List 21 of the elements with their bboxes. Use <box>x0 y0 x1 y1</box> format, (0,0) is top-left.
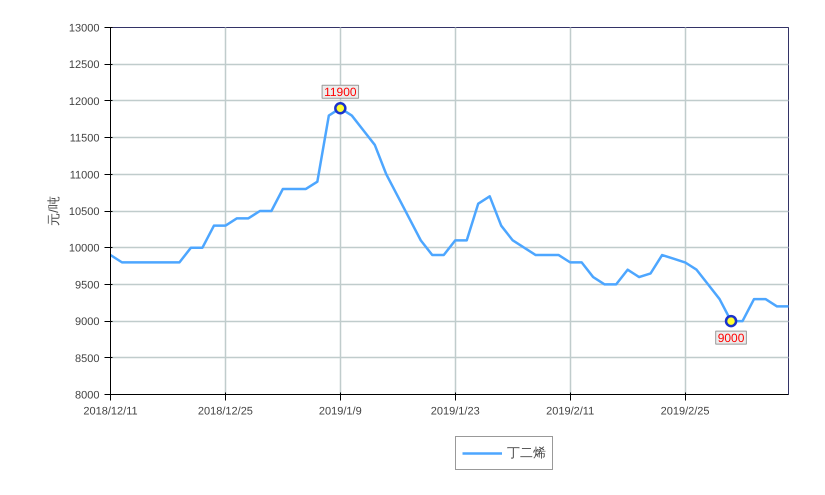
data-label: 9000 <box>718 331 745 346</box>
y-tick-label: 9000 <box>75 316 100 328</box>
y-tick-label: 10000 <box>68 242 100 255</box>
x-tick-label: 2019/2/11 <box>546 406 594 418</box>
y-tick-label: 8500 <box>75 352 100 365</box>
x-tick-label: 2018/12/11 <box>83 406 138 418</box>
y-tick-label: 8000 <box>75 390 100 402</box>
y-tick-label: 9500 <box>75 279 100 292</box>
y-tick-label: 13000 <box>68 22 100 34</box>
x-tick-label: 2019/1/23 <box>430 406 480 418</box>
y-tick-label: 12000 <box>68 96 100 108</box>
y-tick-label: 10500 <box>68 206 100 218</box>
y-tick-label: 11000 <box>70 169 100 182</box>
y-axis-title: 元/吨 <box>46 196 61 226</box>
x-tick-label: 2018/12/25 <box>198 406 253 418</box>
data-label: 11900 <box>324 85 357 100</box>
y-tick-label: 12500 <box>68 59 100 72</box>
y-tick-label: 11500 <box>70 132 100 145</box>
x-tick-label: 2019/1/9 <box>318 406 362 418</box>
x-tick-label: 2019/2/25 <box>660 406 710 418</box>
legend-label: 丁二烯 <box>507 444 546 462</box>
